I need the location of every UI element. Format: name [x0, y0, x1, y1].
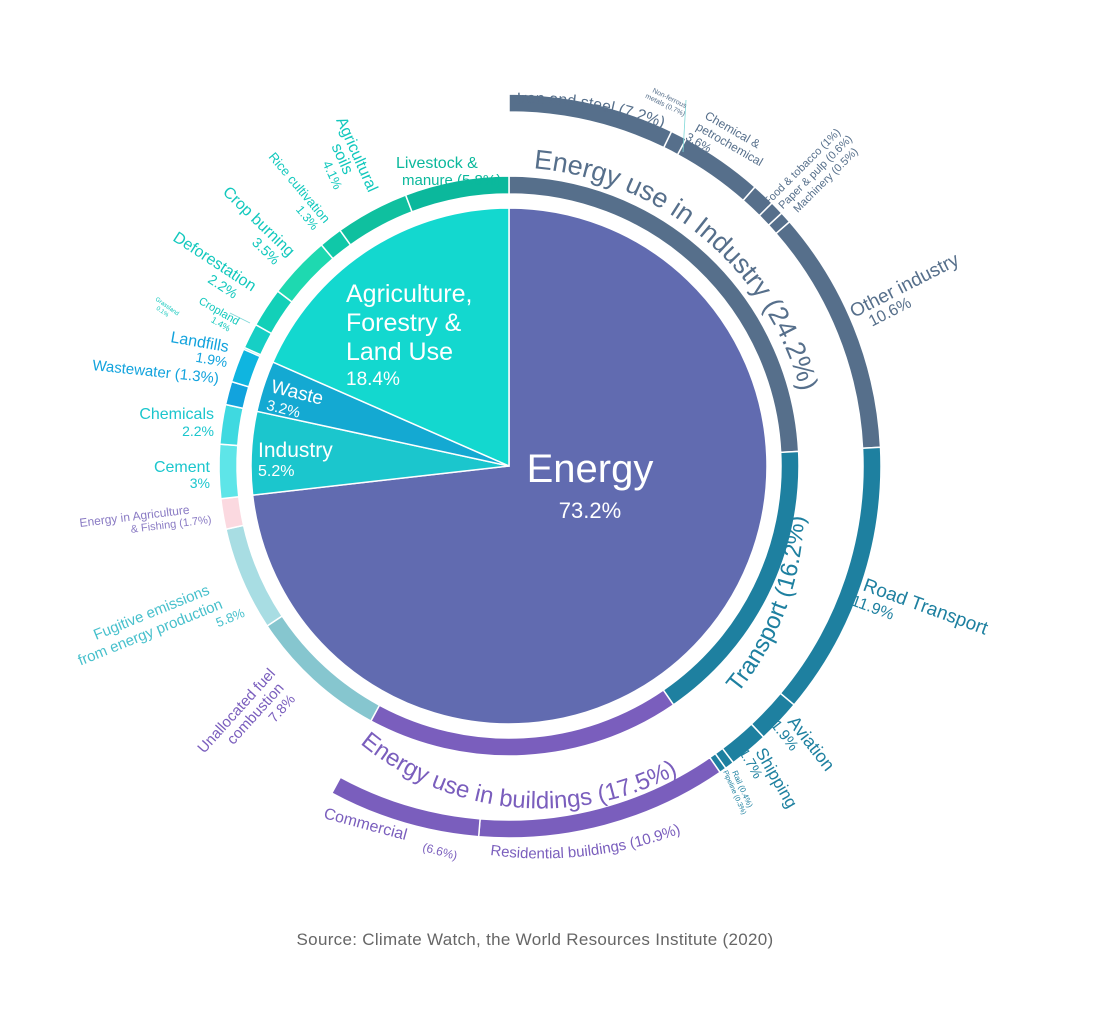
subsector-ring [218, 175, 800, 757]
wedge-agriculture-forestry-land-use [271, 207, 510, 468]
ring-segment-cement [218, 443, 240, 500]
leader-lines [229, 99, 687, 324]
ring-segment-energy-in-agriculture-fishing [220, 495, 245, 531]
label-energy: Energy [527, 447, 654, 491]
label-agri-line2: Forestry & [346, 309, 462, 337]
ring-segment-chemicals [219, 403, 245, 447]
label-commercial-2: (6.6%) [421, 840, 459, 863]
ring-segment-livestock-manure [404, 175, 510, 213]
leader-line-cropland [229, 312, 251, 324]
wedge-energy [251, 207, 768, 725]
label-agri-line3: Land Use [346, 338, 453, 366]
label-cement-1: Cement [154, 459, 211, 476]
label-energy-pct: 73.2% [559, 498, 621, 523]
label-livestock-2: manure (5.8%) [402, 172, 501, 189]
detail-ring [330, 93, 882, 839]
label-agri-line1: Agriculture, [346, 280, 472, 308]
label-shipping-1: Shipping [752, 745, 802, 812]
label-cement-2: 3% [190, 475, 210, 491]
sector-labels: Energy 73.2% Agriculture, Forestry & Lan… [258, 280, 653, 523]
label-chemicals-2: 2.2% [182, 423, 214, 439]
label-industry: Industry [258, 439, 333, 462]
label-chemicals-1: Chemicals [139, 406, 214, 423]
label-landfills-2: 1.9% [194, 349, 228, 370]
label-agri-pct: 18.4% [346, 369, 400, 390]
source-caption: Source: Climate Watch, the World Resourc… [296, 930, 774, 949]
detail-segment-commercial [330, 776, 481, 838]
label-industry-pct: 5.2% [258, 463, 294, 480]
leader-line-nonferrous [682, 99, 687, 153]
sector-wedges [250, 207, 768, 725]
label-livestock-1: Livestock & [396, 155, 478, 172]
